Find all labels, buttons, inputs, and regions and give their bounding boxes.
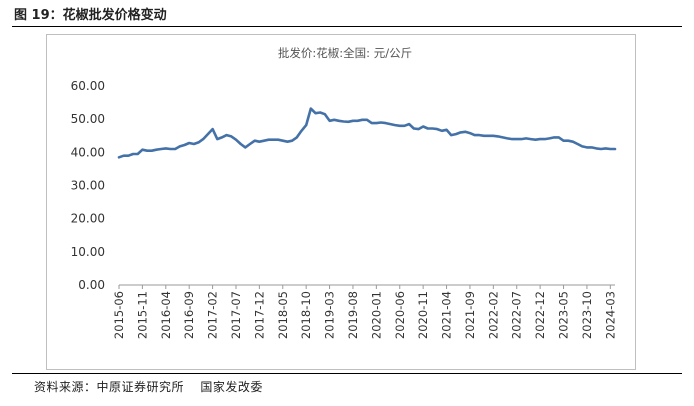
y-tick-label: 30.00 xyxy=(71,179,105,193)
y-tick-label: 60.00 xyxy=(71,79,105,93)
x-tick-label: 2017-02 xyxy=(206,291,220,339)
y-tick-label: 40.00 xyxy=(71,145,105,159)
x-tick-label: 2022-07 xyxy=(510,291,524,339)
chart-title: 批发价:花椒:全国: 元/公斤 xyxy=(278,46,412,60)
x-tick-label: 2018-05 xyxy=(276,291,290,339)
x-tick-label: 2016-04 xyxy=(159,291,173,339)
x-axis: 2015-06 2015-11 2016-04 2016-09 2017-02 2017-… xyxy=(112,284,617,339)
x-tick-label: 2019-08 xyxy=(346,291,360,339)
source-label: 资料来源：中原证券研究所 xyxy=(34,380,185,394)
x-tick-label: 2020-01 xyxy=(369,291,383,339)
chart-frame: 批发价:花椒:全国: 元/公斤 0.00 10.00 20.00 30.00 40.00… xyxy=(46,34,636,370)
source-divider xyxy=(12,373,682,374)
x-tick-label: 2017-07 xyxy=(229,291,243,339)
line-chart: 批发价:花椒:全国: 元/公斤 0.00 10.00 20.00 30.00 40.00… xyxy=(71,46,618,339)
source-note: 资料来源：中原证券研究所 国家发改委 xyxy=(34,378,263,395)
x-tick-label: 2017-12 xyxy=(252,291,266,339)
x-tick-label: 2022-12 xyxy=(533,291,547,339)
figure-title: 图 19：花椒批发价格变动 xyxy=(14,8,167,23)
series-layer xyxy=(117,107,617,159)
x-tick-label: 2023-10 xyxy=(580,291,594,339)
x-tick-label: 2021-09 xyxy=(463,291,477,339)
y-axis: 0.00 10.00 20.00 30.00 40.00 50.00 60.00 xyxy=(71,79,105,292)
title-divider xyxy=(12,26,682,27)
x-tick-label: 2015-11 xyxy=(135,291,149,339)
price-series-line xyxy=(117,107,617,159)
x-tick-label: 2015-06 xyxy=(112,291,126,339)
y-tick-label: 50.00 xyxy=(71,112,105,126)
x-tick-label: 2019-03 xyxy=(323,291,337,339)
x-tick-label: 2020-11 xyxy=(416,291,430,339)
x-tick-label: 2020-06 xyxy=(393,291,407,339)
x-tick-label: 2016-09 xyxy=(182,291,196,339)
y-tick-label: 10.00 xyxy=(71,245,105,259)
source-org: 国家发改委 xyxy=(200,380,263,394)
x-tick-label: 2024-03 xyxy=(603,291,617,339)
x-tick-label: 2023-05 xyxy=(557,291,571,339)
y-tick-label: 20.00 xyxy=(71,212,105,226)
x-tick-label: 2022-02 xyxy=(486,291,500,339)
y-tick-label: 0.00 xyxy=(78,278,105,292)
x-tick-label: 2021-04 xyxy=(440,291,454,339)
x-tick-label: 2018-10 xyxy=(299,291,313,339)
